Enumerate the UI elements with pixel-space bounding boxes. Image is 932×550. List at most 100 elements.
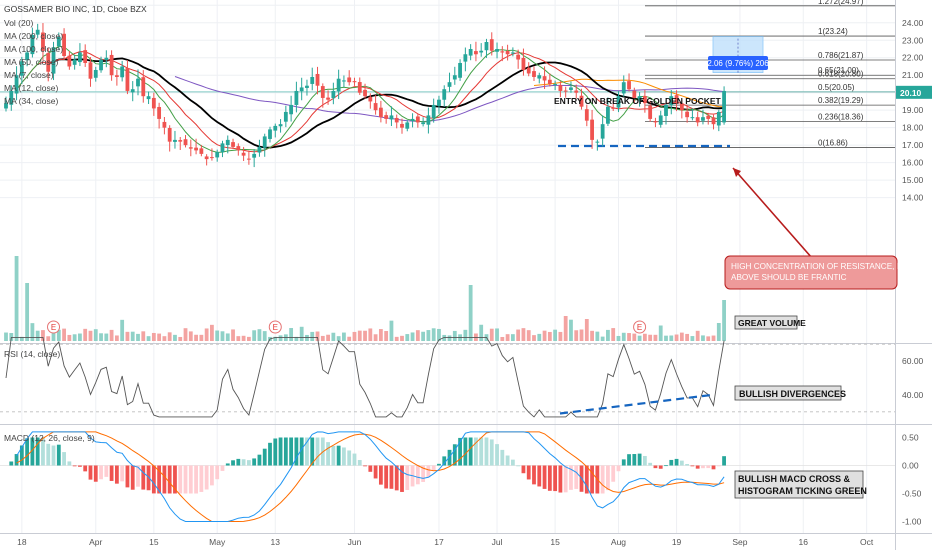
candle-body xyxy=(431,104,436,119)
candle xyxy=(347,70,352,86)
macd-histogram-bar xyxy=(621,459,626,466)
candle-body xyxy=(246,158,251,160)
candle xyxy=(188,139,193,157)
legend-ma200: MA (200, close) xyxy=(4,31,63,41)
rsi-divergence-trendline[interactable] xyxy=(559,393,713,415)
volume-bar xyxy=(648,334,653,341)
candle xyxy=(25,49,30,67)
legend: GOSSAMER BIO INC, 1D, Cboe BZX Vol (20) … xyxy=(4,4,147,443)
macd-histogram-bar xyxy=(310,437,315,466)
candle xyxy=(215,149,220,162)
candle xyxy=(500,46,505,62)
volume-bar xyxy=(394,336,399,341)
macd-histogram-bar xyxy=(526,465,531,480)
candle-body xyxy=(268,129,272,139)
volume-bar xyxy=(19,336,24,341)
entry-annotation: ENTRY ON BREAK OF GOLDEN POCKET xyxy=(554,96,722,106)
macd-histogram-bar xyxy=(516,465,521,467)
candle xyxy=(489,32,494,56)
legend-ma12: MA (12, close) xyxy=(4,83,58,93)
candle-body xyxy=(706,115,711,119)
macd-histogram-bar xyxy=(669,459,674,466)
volume-bar xyxy=(679,332,684,341)
candle xyxy=(4,96,8,112)
date-tick-label: Jul xyxy=(492,537,503,547)
rsi-pane[interactable]: BULLISH DIVERGENCES xyxy=(0,336,895,418)
candle-body xyxy=(701,117,705,121)
macd-histogram-bar xyxy=(563,465,568,493)
rsi-line xyxy=(5,336,725,418)
macd-histogram-bar xyxy=(532,465,536,485)
macd-histogram-bar xyxy=(72,465,77,467)
volume-bar xyxy=(347,336,352,341)
macd-histogram-bar xyxy=(336,445,341,466)
volume-bar xyxy=(637,335,642,341)
macd-histogram-bar xyxy=(56,444,61,466)
candle-body xyxy=(363,89,367,97)
macd-histogram-bar xyxy=(104,465,109,477)
volume-bar xyxy=(210,324,214,341)
candle-body xyxy=(25,52,30,61)
candle xyxy=(114,69,119,86)
volume-bar xyxy=(151,332,156,341)
macd-histogram-bar xyxy=(521,465,526,474)
candle xyxy=(510,47,515,57)
volume-bar xyxy=(437,328,441,341)
volume-bar xyxy=(431,328,436,341)
candle xyxy=(315,66,320,95)
fibonacci-retracement[interactable]: 0(16.86) 0.236(18.36) 0.382(19.29) 0.5(20.0… xyxy=(0,0,895,148)
macd-pane[interactable]: BULLISH MACD CROSS & HISTOGRAM TICKING GR… xyxy=(0,431,895,522)
candle xyxy=(183,135,188,148)
earnings-marker[interactable]: E xyxy=(47,320,61,334)
earnings-marker-circle xyxy=(633,320,647,334)
volume-bar xyxy=(632,333,637,341)
legend-ma34: MA (34, close) xyxy=(4,96,58,106)
candle xyxy=(178,137,183,150)
candle xyxy=(600,115,605,147)
fib-level-label: 1.272(24.97) xyxy=(818,0,864,6)
volume-bar xyxy=(595,331,600,341)
candle-body xyxy=(616,96,621,108)
candle-body xyxy=(500,51,505,53)
volume-bar xyxy=(41,330,45,341)
candle-body xyxy=(368,96,373,102)
candle xyxy=(532,66,536,82)
resistance-callout[interactable]: HIGH CONCENTRATION OF RESISTANCE, BREAK A… xyxy=(724,167,925,290)
volume-bar xyxy=(56,329,61,341)
macd-tick-label: -0.50 xyxy=(902,489,922,499)
earnings-marker[interactable]: E xyxy=(268,320,282,334)
macd-histogram-bar xyxy=(637,453,642,466)
macd-histogram-bar xyxy=(109,465,114,481)
candle xyxy=(701,109,705,125)
candle-body xyxy=(99,59,103,71)
candle-body xyxy=(489,39,494,51)
macd-histogram-bar xyxy=(695,465,700,469)
volume-bar xyxy=(669,335,674,341)
volume-bar xyxy=(579,329,584,341)
legend-vol: Vol (20) xyxy=(4,18,33,28)
volume-bar xyxy=(336,336,341,341)
candle xyxy=(310,67,315,91)
macd-histogram-bar xyxy=(685,464,690,466)
macd-annotation-text: BULLISH MACD CROSS & xyxy=(738,474,850,484)
candle-body xyxy=(558,85,563,91)
volume-bar xyxy=(526,330,531,341)
macd-histogram-bar xyxy=(368,465,373,472)
macd-histogram-bar xyxy=(183,465,188,494)
price-tick-label: 18.00 xyxy=(902,123,924,133)
macd-histogram-bar xyxy=(173,465,177,494)
volume-bar xyxy=(553,329,558,341)
last-price-badge[interactable] xyxy=(896,85,932,99)
macd-histogram-bar xyxy=(347,450,352,466)
earnings-marker[interactable]: E xyxy=(633,320,647,334)
fib-level-label: 0(16.86) xyxy=(818,139,848,148)
candle xyxy=(19,56,24,85)
volume-bar xyxy=(584,319,589,341)
candle-body xyxy=(389,115,394,120)
candle-body xyxy=(463,54,468,62)
annotations[interactable]: ENTRY ON BREAK OF GOLDEN POCKET HIGH CONC… xyxy=(554,96,925,290)
candle-body xyxy=(114,75,119,77)
candle-body xyxy=(711,117,716,125)
candle xyxy=(120,60,125,82)
